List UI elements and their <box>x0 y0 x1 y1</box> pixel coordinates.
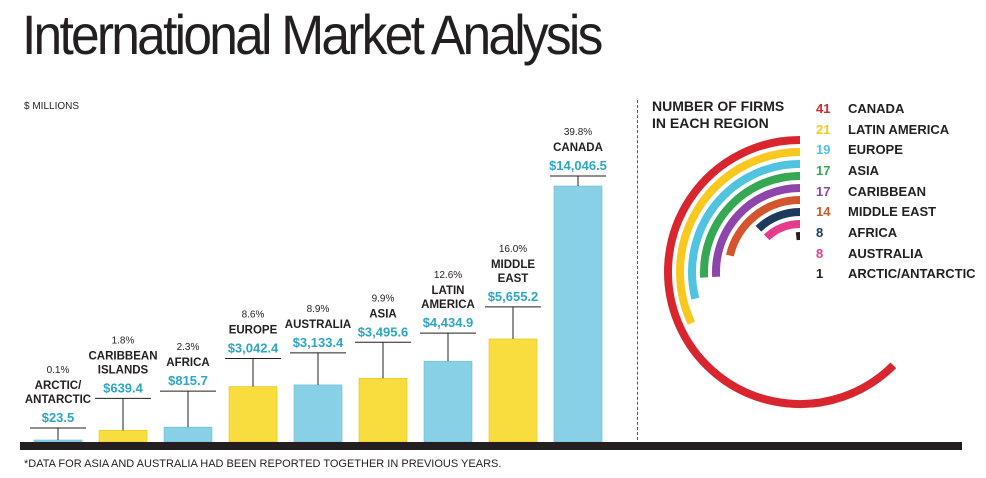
legend-item: 19 EUROPE <box>816 139 976 160</box>
legend-count: 1 <box>816 266 824 282</box>
bar-percent-label: 16.0% <box>499 244 527 255</box>
bar-value-label: $3,042.4 <box>228 341 279 356</box>
legend-item: 17 CARIBBEAN <box>816 181 976 202</box>
bar-category-label: MIDDLE <box>491 259 535 271</box>
bar-value-label: $5,655.2 <box>488 289 539 304</box>
donut-arc <box>688 160 801 300</box>
bar-value-label: $4,434.9 <box>423 315 474 330</box>
legend-count: 17 <box>816 183 831 199</box>
legend-label: ARCTIC/ANTARCTIC <box>848 266 976 282</box>
legend-item: 14 MIDDLE EAST <box>816 201 976 222</box>
donut-arc <box>712 184 801 278</box>
donut-arc <box>755 208 801 232</box>
bar-category-label: CARIBBEAN <box>89 350 158 362</box>
legend-count: 21 <box>816 121 831 137</box>
legend-item: 8 AFRICA <box>816 222 976 243</box>
bar-percent-label: 2.3% <box>177 342 200 353</box>
page-title: International Market Analysis <box>22 3 603 66</box>
legend-label: EUROPE <box>848 142 903 158</box>
legend-item: 1 ARCTIC/ANTARCTIC <box>816 264 976 285</box>
legend-item: 17 ASIA <box>816 160 976 181</box>
bar-percent-label: 8.6% <box>242 310 265 321</box>
legend-label: LATIN AMERICA <box>848 121 950 137</box>
bar-value-label: $3,133.4 <box>293 335 344 350</box>
donut-chart-title: NUMBER OF FIRMS IN EACH REGION <box>652 98 812 132</box>
bar <box>293 384 343 443</box>
donut-arc <box>725 196 801 257</box>
bar <box>488 338 538 443</box>
legend-item: 21 LATIN AMERICA <box>816 119 976 140</box>
legend-count: 8 <box>816 224 824 240</box>
bar-value-label: $815.7 <box>168 373 208 388</box>
legend-item: 8 AUSTRALIA <box>816 243 976 264</box>
bar-category-label: LATIN <box>431 285 464 297</box>
legend-count: 14 <box>816 204 831 220</box>
bar-chart: $23.5 ANTARCTIC ARCTIC/0.1% $639.4 ISLANDS CA… <box>25 127 607 443</box>
bar-category-label: AFRICA <box>166 357 209 369</box>
legend-label: AFRICA <box>848 224 898 240</box>
bar-category-label: EUROPE <box>229 325 278 337</box>
bar-category-label: CANADA <box>553 142 603 154</box>
legend-label: MIDDLE EAST <box>848 204 937 220</box>
footnote: *DATA FOR ASIA AND AUSTRALIA HAD BEEN RE… <box>24 458 502 470</box>
donut-arc <box>763 220 801 241</box>
donut-chart <box>664 136 897 408</box>
bar-percent-label: 12.6% <box>434 270 462 281</box>
bar <box>228 386 278 443</box>
bar-value-label: $14,046.5 <box>549 158 607 173</box>
divider <box>637 100 638 440</box>
bar-category-label: ISLANDS <box>98 364 149 376</box>
bar-category-label: AUSTRALIA <box>285 319 351 331</box>
legend-count: 8 <box>816 245 824 261</box>
bar-value-label: $639.4 <box>103 380 144 395</box>
donut-title-line-2: IN EACH REGION <box>652 115 769 131</box>
bar-category-label: ANTARCTIC <box>25 394 91 406</box>
bar-percent-label: 39.8% <box>564 127 592 138</box>
donut-arc <box>700 172 801 278</box>
bar-percent-label: 0.1% <box>47 365 70 376</box>
legend-item: 41 CANADA <box>816 98 976 119</box>
bar-category-label: ASIA <box>369 308 396 320</box>
bar-percent-label: 1.8% <box>112 335 135 346</box>
donut-arc <box>676 148 801 325</box>
donut-legend: 41 CANADA 21 LATIN AMERICA 19 EUROPE 17 ASIA 17 C… <box>816 98 976 284</box>
donut-arc <box>664 136 897 408</box>
legend-label: ASIA <box>848 162 880 178</box>
units-label: $ MILLIONS <box>24 101 80 112</box>
legend-count: 19 <box>816 142 831 158</box>
bar <box>423 360 473 443</box>
bar-value-label: $23.5 <box>42 410 75 425</box>
bar-percent-label: 9.9% <box>372 293 395 304</box>
bar-category-label: ARCTIC/ <box>35 380 82 392</box>
legend-label: AUSTRALIA <box>848 245 924 261</box>
legend-label: CANADA <box>848 100 905 116</box>
legend-count: 17 <box>816 162 831 178</box>
legend-label: CARIBBEAN <box>848 183 926 199</box>
legend-count: 41 <box>816 100 831 116</box>
bar-category-label: EAST <box>498 273 529 285</box>
bar-value-label: $3,495.6 <box>358 324 409 339</box>
bar-category-label: AMERICA <box>421 299 475 311</box>
bar <box>358 377 408 443</box>
bar-percent-label: 8.9% <box>307 304 330 315</box>
donut-title-line-1: NUMBER OF FIRMS <box>652 98 785 114</box>
chart-baseline <box>20 442 962 450</box>
